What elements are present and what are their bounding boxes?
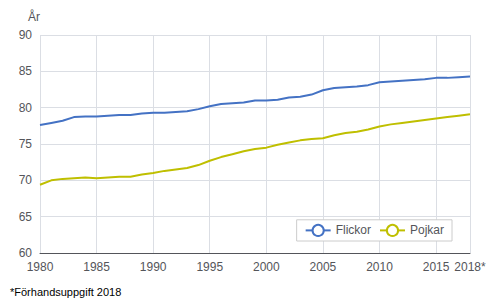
svg-text:År: År [28,9,40,24]
svg-text:60: 60 [19,246,33,260]
svg-text:Pojkar: Pojkar [410,223,444,237]
svg-text:80: 80 [19,101,33,115]
svg-text:2010: 2010 [366,260,393,274]
svg-text:2000: 2000 [253,260,280,274]
svg-text:2018*: 2018* [454,260,486,274]
svg-text:1990: 1990 [140,260,167,274]
svg-text:Flickor: Flickor [336,223,371,237]
svg-text:*Förhandsuppgift 2018: *Förhandsuppgift 2018 [10,286,121,298]
svg-text:2015: 2015 [423,260,450,274]
svg-text:1980: 1980 [27,260,54,274]
svg-text:85: 85 [19,64,33,78]
svg-text:2005: 2005 [310,260,337,274]
svg-text:75: 75 [19,137,33,151]
svg-text:90: 90 [19,28,33,42]
svg-text:65: 65 [19,210,33,224]
svg-text:70: 70 [19,173,33,187]
svg-text:1985: 1985 [83,260,110,274]
svg-text:1995: 1995 [196,260,223,274]
